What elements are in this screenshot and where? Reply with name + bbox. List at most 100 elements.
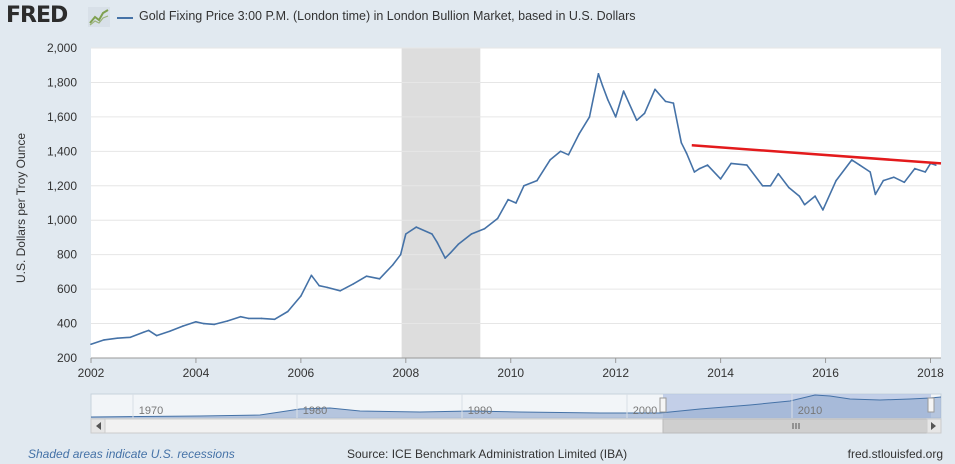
data-point: [273, 318, 276, 321]
x-tick-label: 2016: [812, 366, 839, 380]
left-arrow-icon[interactable]: [90, 418, 106, 434]
data-point: [706, 164, 709, 166]
data-point: [147, 329, 150, 332]
recession-note: Shaded areas indicate U.S. recessions: [28, 447, 235, 461]
right-arrow-icon[interactable]: [926, 418, 942, 434]
recession-shading-group: [401, 48, 481, 358]
series-group: [90, 73, 937, 346]
data-point: [680, 141, 683, 144]
data-point: [567, 154, 570, 156]
grip-icon[interactable]: [792, 423, 800, 429]
data-point: [365, 275, 368, 278]
y-tick-label: 1,200: [47, 179, 77, 193]
fred-logo[interactable]: FRED: [6, 3, 68, 28]
range-navigator[interactable]: 1970 1980 1990 2000 2010: [0, 392, 955, 437]
data-point: [142, 331, 145, 334]
navigator-series-area: [91, 395, 941, 418]
y-tick-label: 1,000: [47, 213, 77, 227]
data-point: [835, 179, 837, 182]
data-point: [449, 252, 452, 254]
data-point: [643, 112, 646, 115]
data-point: [116, 337, 118, 340]
data-point: [431, 233, 433, 235]
data-point: [103, 339, 105, 341]
data-point: [399, 253, 402, 256]
y-tick-label: 1,400: [47, 144, 77, 158]
y-tick-label: 400: [57, 317, 77, 331]
data-point: [195, 321, 197, 323]
data-point: [578, 133, 580, 135]
navigator-series-line: [90, 394, 942, 418]
data-point: [882, 179, 885, 182]
source-text: Source: ICE Benchmark Administration Lim…: [347, 447, 628, 461]
y-tick-label: 1,600: [47, 110, 77, 124]
header: FRED Gold Fixing Price 3:00 P.M. (London…: [0, 0, 955, 36]
data-point: [685, 152, 688, 154]
navigator-tick-label: 1970: [139, 405, 163, 417]
x-tick-label: 2010: [497, 366, 524, 380]
data-point: [310, 274, 313, 277]
fred-chart-icon: [88, 7, 110, 27]
x-tick-label: 2004: [183, 366, 210, 380]
data-point: [746, 164, 748, 166]
data-point: [378, 278, 381, 280]
data-point: [903, 181, 906, 184]
navigator-tick-label: 2000: [633, 405, 657, 417]
data-point: [597, 73, 600, 75]
series-legend-swatch: [117, 17, 133, 19]
data-point: [326, 286, 328, 289]
navigator-tick-label: 1980: [303, 405, 327, 417]
data-point: [664, 100, 667, 103]
data-point: [515, 202, 517, 204]
data-point: [436, 241, 439, 244]
y-tick-label: 200: [57, 351, 77, 365]
x-tick-label: 2002: [78, 366, 105, 380]
data-point: [869, 171, 871, 173]
data-point: [601, 85, 604, 87]
data-point: [168, 330, 171, 333]
series-title: Gold Fixing Price 3:00 P.M. (London time…: [139, 9, 636, 23]
data-point: [693, 171, 696, 173]
y-tick-label: 600: [57, 282, 77, 296]
data-point: [672, 102, 675, 104]
recession-band: [401, 48, 481, 358]
data-point: [549, 159, 551, 161]
data-point: [698, 167, 701, 170]
navigator-tick-label: 2010: [798, 405, 822, 417]
grid-lines: [91, 47, 941, 359]
y-tick-label: 800: [57, 248, 77, 262]
data-point: [226, 320, 229, 322]
navigator-handle-left[interactable]: [659, 397, 667, 413]
data-point: [814, 195, 816, 197]
data-point: [730, 162, 732, 165]
data-point: [588, 116, 591, 118]
data-point: [614, 116, 617, 118]
x-tick-label: 2006: [288, 366, 315, 380]
data-point: [798, 195, 801, 197]
data-point: [635, 119, 638, 122]
data-point: [654, 88, 656, 91]
data-point: [559, 150, 562, 153]
site-link[interactable]: fred.stlouisfed.org: [847, 447, 943, 461]
data-point: [287, 310, 289, 313]
data-point: [318, 284, 321, 287]
data-point: [391, 264, 394, 266]
data-point: [213, 323, 216, 326]
data-point: [483, 228, 486, 230]
data-point: [415, 226, 418, 228]
data-point: [536, 179, 538, 182]
data-point: [893, 176, 895, 178]
data-point: [470, 233, 473, 235]
data-point: [924, 171, 927, 173]
data-point: [260, 317, 263, 320]
resistance-trendline: [691, 144, 942, 165]
data-point: [719, 178, 722, 180]
x-tick-label: 2012: [602, 366, 629, 380]
data-point: [507, 198, 509, 201]
navigator-tick-label: 1990: [468, 405, 492, 417]
data-point: [155, 334, 158, 337]
data-point: [935, 164, 937, 166]
x-tick-label: 2018: [917, 366, 944, 380]
navigator-handle-right[interactable]: [927, 397, 935, 413]
data-point: [496, 217, 499, 220]
